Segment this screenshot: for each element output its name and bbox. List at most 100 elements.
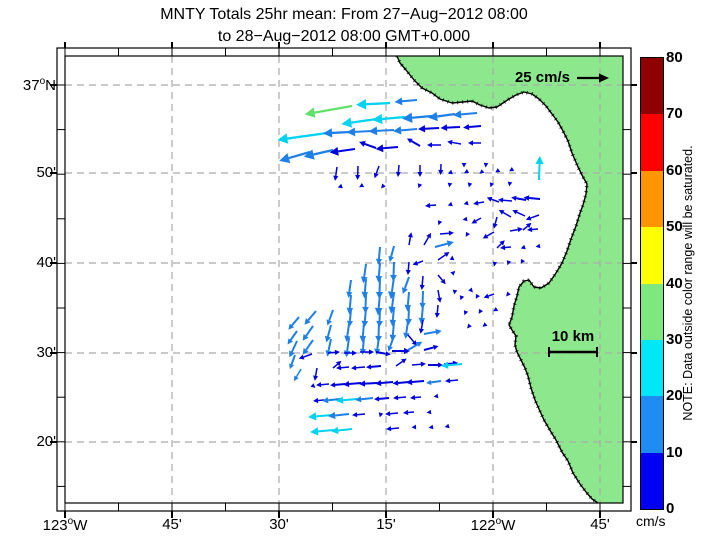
current-vector-shaft [417, 260, 424, 264]
chart-title-line2: to 28−Aug−2012 08:00 GMT+0.000 [217, 28, 471, 45]
current-vector-shaft [377, 262, 381, 277]
current-vector-head [334, 349, 340, 355]
current-vector-head [374, 307, 383, 316]
colorbar-tick-label: 40 [666, 274, 683, 292]
current-vector-head [333, 175, 339, 181]
current-vector-shaft [327, 351, 336, 354]
current-vector-shaft [437, 274, 444, 281]
current-vector-shaft [410, 140, 421, 147]
current-vector-shaft [313, 148, 334, 156]
current-vector-shaft [434, 242, 448, 248]
current-vector-shaft [395, 360, 403, 367]
current-vector-shaft [376, 336, 380, 350]
current-vector-head [420, 361, 426, 367]
current-vector-shaft [342, 398, 358, 402]
current-vector-shaft [423, 346, 434, 351]
current-vector-head [500, 244, 506, 251]
current-vector-shaft [326, 324, 332, 337]
current-vector-head [336, 396, 344, 404]
current-vector-shaft [348, 308, 352, 322]
current-vector-head [375, 379, 382, 387]
current-vector-head [356, 99, 367, 110]
current-vector-head [378, 412, 384, 418]
current-vector-shaft [421, 275, 424, 286]
current-vector-head [525, 215, 532, 221]
colorbar-note: NOTE: Data outside color range will be s… [681, 145, 695, 421]
current-vector-shaft [295, 368, 302, 378]
current-vector-shaft [436, 304, 439, 314]
current-vector-shaft [348, 382, 362, 386]
current-vector-head [361, 291, 369, 299]
y-axis-tick-label: 50' [36, 164, 56, 181]
current-vector-head [438, 362, 443, 368]
x-axis-tick-label: 15' [376, 516, 396, 533]
current-vector-shaft [423, 236, 430, 246]
current-vector-head [498, 210, 505, 215]
current-vector-shaft [337, 428, 353, 432]
current-vector-head [346, 291, 353, 298]
current-vector-head [403, 409, 409, 416]
current-vector-shaft [407, 411, 415, 414]
current-vector-head [486, 196, 493, 202]
current-vector-head [303, 149, 315, 160]
colorbar-segment [641, 227, 663, 284]
current-vector-head [313, 397, 319, 404]
current-vector-head [351, 365, 357, 371]
current-vector-shaft [446, 126, 461, 129]
current-vector-head [389, 319, 397, 327]
current-vector-shaft [335, 166, 338, 177]
current-vector-head [355, 396, 362, 403]
current-vector-shaft [361, 336, 365, 350]
current-vector-shaft [528, 197, 541, 200]
current-vector-head [401, 287, 408, 294]
current-vector-head [471, 218, 478, 224]
current-vector-head [331, 426, 339, 435]
current-vector-head [493, 306, 499, 312]
colorbar-segment [641, 114, 663, 171]
current-vector-head [335, 360, 342, 367]
current-vector-head [375, 258, 383, 265]
current-vector-shaft [377, 246, 381, 260]
current-vector-shaft [391, 306, 395, 321]
colorbar-tick-label: 30 [666, 330, 683, 348]
current-vector-head [448, 230, 454, 236]
current-vector-shaft [504, 246, 512, 249]
current-vector-head [483, 293, 490, 299]
current-vector-shaft [452, 141, 462, 145]
current-vector-head [388, 255, 394, 262]
current-vector-shaft [346, 337, 350, 352]
current-vector-head [330, 382, 336, 388]
current-vector-head [426, 409, 432, 415]
current-vector-head [435, 328, 442, 335]
current-vector-head [463, 200, 469, 206]
current-vector-shaft [468, 125, 482, 129]
current-vector-shaft [408, 236, 412, 246]
current-vector-head [440, 124, 448, 132]
current-vector-shaft [407, 334, 415, 343]
current-vector-head [310, 427, 319, 436]
current-vector-head [437, 220, 443, 226]
current-vector-head [304, 318, 311, 325]
current-vector-head [322, 397, 329, 404]
current-vector-shaft [515, 197, 527, 201]
current-vector-shaft [439, 232, 450, 235]
current-vector-shaft [420, 304, 424, 319]
current-vector-head [407, 138, 413, 144]
current-vector-head [433, 393, 439, 399]
current-vector-head [499, 240, 505, 246]
current-vector-head [512, 209, 518, 215]
current-vector-head [444, 423, 450, 429]
current-vector-head [373, 172, 379, 179]
colorbar-tick-label: 50 [666, 218, 683, 236]
current-vector-head [392, 380, 399, 386]
current-vector-shaft [391, 292, 395, 308]
current-vector-head [426, 232, 431, 239]
current-vector-shaft [332, 363, 339, 369]
current-vector-shaft [290, 354, 296, 365]
land-polygon [397, 56, 623, 503]
current-vector-shaft [502, 199, 513, 202]
reference-arrow-head [599, 73, 609, 83]
current-vector-head [359, 182, 365, 188]
current-vector-shaft [411, 380, 425, 384]
current-vector-head [375, 275, 383, 283]
